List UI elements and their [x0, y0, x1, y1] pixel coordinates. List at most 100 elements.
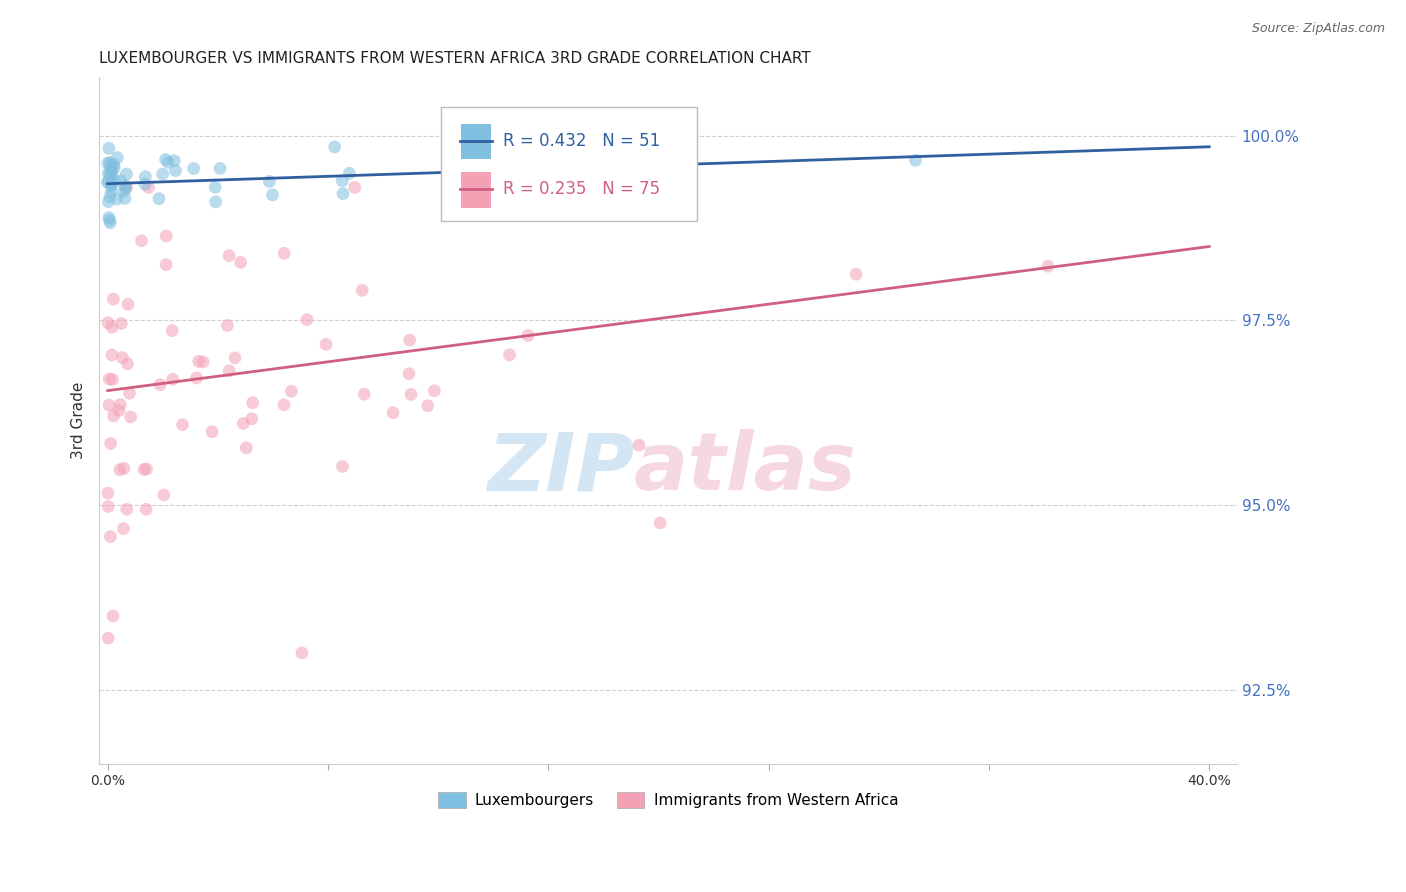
Point [423, 384, 446, 398]
Point [315, 337, 337, 351]
Point [97, 211, 120, 225]
Point [323, 140, 346, 154]
Point [416, 399, 439, 413]
Point [160, 324, 183, 338]
Point [108, 403, 131, 417]
Point [114, 192, 136, 206]
FancyBboxPatch shape [460, 122, 492, 161]
Point [295, 312, 318, 326]
Point [98, 216, 121, 230]
Text: Source: ZipAtlas.com: Source: ZipAtlas.com [1251, 22, 1385, 36]
Point [138, 180, 160, 194]
Point [204, 180, 226, 194]
Point [152, 167, 174, 181]
Point [218, 249, 240, 263]
Point [516, 328, 538, 343]
Point [97, 194, 120, 209]
Point [98, 155, 121, 169]
Point [259, 174, 281, 188]
Point [240, 412, 263, 426]
Point [262, 187, 284, 202]
Point [134, 169, 156, 184]
Point [101, 176, 124, 190]
Point [100, 159, 122, 173]
Point [131, 234, 153, 248]
Point [97, 176, 120, 190]
Point [399, 387, 422, 401]
Point [280, 384, 302, 399]
Point [98, 530, 121, 544]
Point [398, 333, 420, 347]
Point [104, 173, 127, 187]
Point [97, 166, 120, 180]
Point [101, 373, 124, 387]
Text: ZIP: ZIP [486, 429, 634, 508]
Point [650, 516, 672, 530]
Point [242, 395, 264, 409]
Point [97, 500, 120, 514]
Point [97, 486, 120, 500]
Point [97, 141, 120, 155]
Point [217, 318, 239, 333]
Point [204, 194, 226, 209]
Point [114, 178, 136, 193]
Point [115, 502, 138, 516]
Legend: Luxembourgers, Immigrants from Western Africa: Luxembourgers, Immigrants from Western A… [432, 787, 904, 814]
Point [97, 316, 120, 330]
Point [596, 169, 619, 183]
Point [100, 436, 122, 450]
Point [98, 167, 121, 181]
Point [155, 229, 177, 244]
Point [98, 213, 121, 227]
Point [273, 246, 295, 260]
Point [110, 317, 132, 331]
Point [100, 179, 122, 194]
Point [105, 151, 128, 165]
Point [108, 463, 131, 477]
Point [117, 297, 139, 311]
Point [229, 255, 252, 269]
Point [114, 181, 136, 195]
Point [186, 371, 208, 385]
Point [187, 354, 209, 368]
Point [232, 417, 254, 431]
Point [110, 397, 132, 411]
Point [152, 488, 174, 502]
Point [132, 462, 155, 476]
Point [332, 186, 354, 201]
Point [103, 292, 125, 306]
Point [353, 387, 375, 401]
Point [273, 398, 295, 412]
Point [332, 459, 354, 474]
Point [330, 174, 353, 188]
Point [98, 189, 121, 203]
Text: R = 0.235   N = 75: R = 0.235 N = 75 [503, 180, 661, 198]
Point [98, 398, 121, 412]
Point [352, 283, 374, 297]
Point [628, 438, 651, 452]
Point [382, 406, 405, 420]
Point [100, 185, 122, 199]
Point [101, 348, 124, 362]
Point [149, 377, 172, 392]
Point [135, 502, 157, 516]
Point [111, 351, 134, 365]
Point [191, 355, 214, 369]
Point [120, 409, 142, 424]
Point [162, 372, 184, 386]
Point [155, 153, 177, 167]
Point [157, 155, 180, 169]
Point [100, 178, 122, 192]
Point [208, 161, 231, 176]
Y-axis label: 3rd Grade: 3rd Grade [72, 382, 86, 458]
Point [155, 258, 177, 272]
Point [201, 425, 224, 439]
Point [134, 177, 156, 191]
Point [115, 180, 138, 194]
Point [1036, 260, 1059, 274]
Text: LUXEMBOURGER VS IMMIGRANTS FROM WESTERN AFRICA 3RD GRADE CORRELATION CHART: LUXEMBOURGER VS IMMIGRANTS FROM WESTERN … [100, 51, 811, 66]
Point [112, 185, 135, 199]
Point [339, 166, 361, 180]
Point [343, 180, 366, 194]
Point [105, 192, 128, 206]
